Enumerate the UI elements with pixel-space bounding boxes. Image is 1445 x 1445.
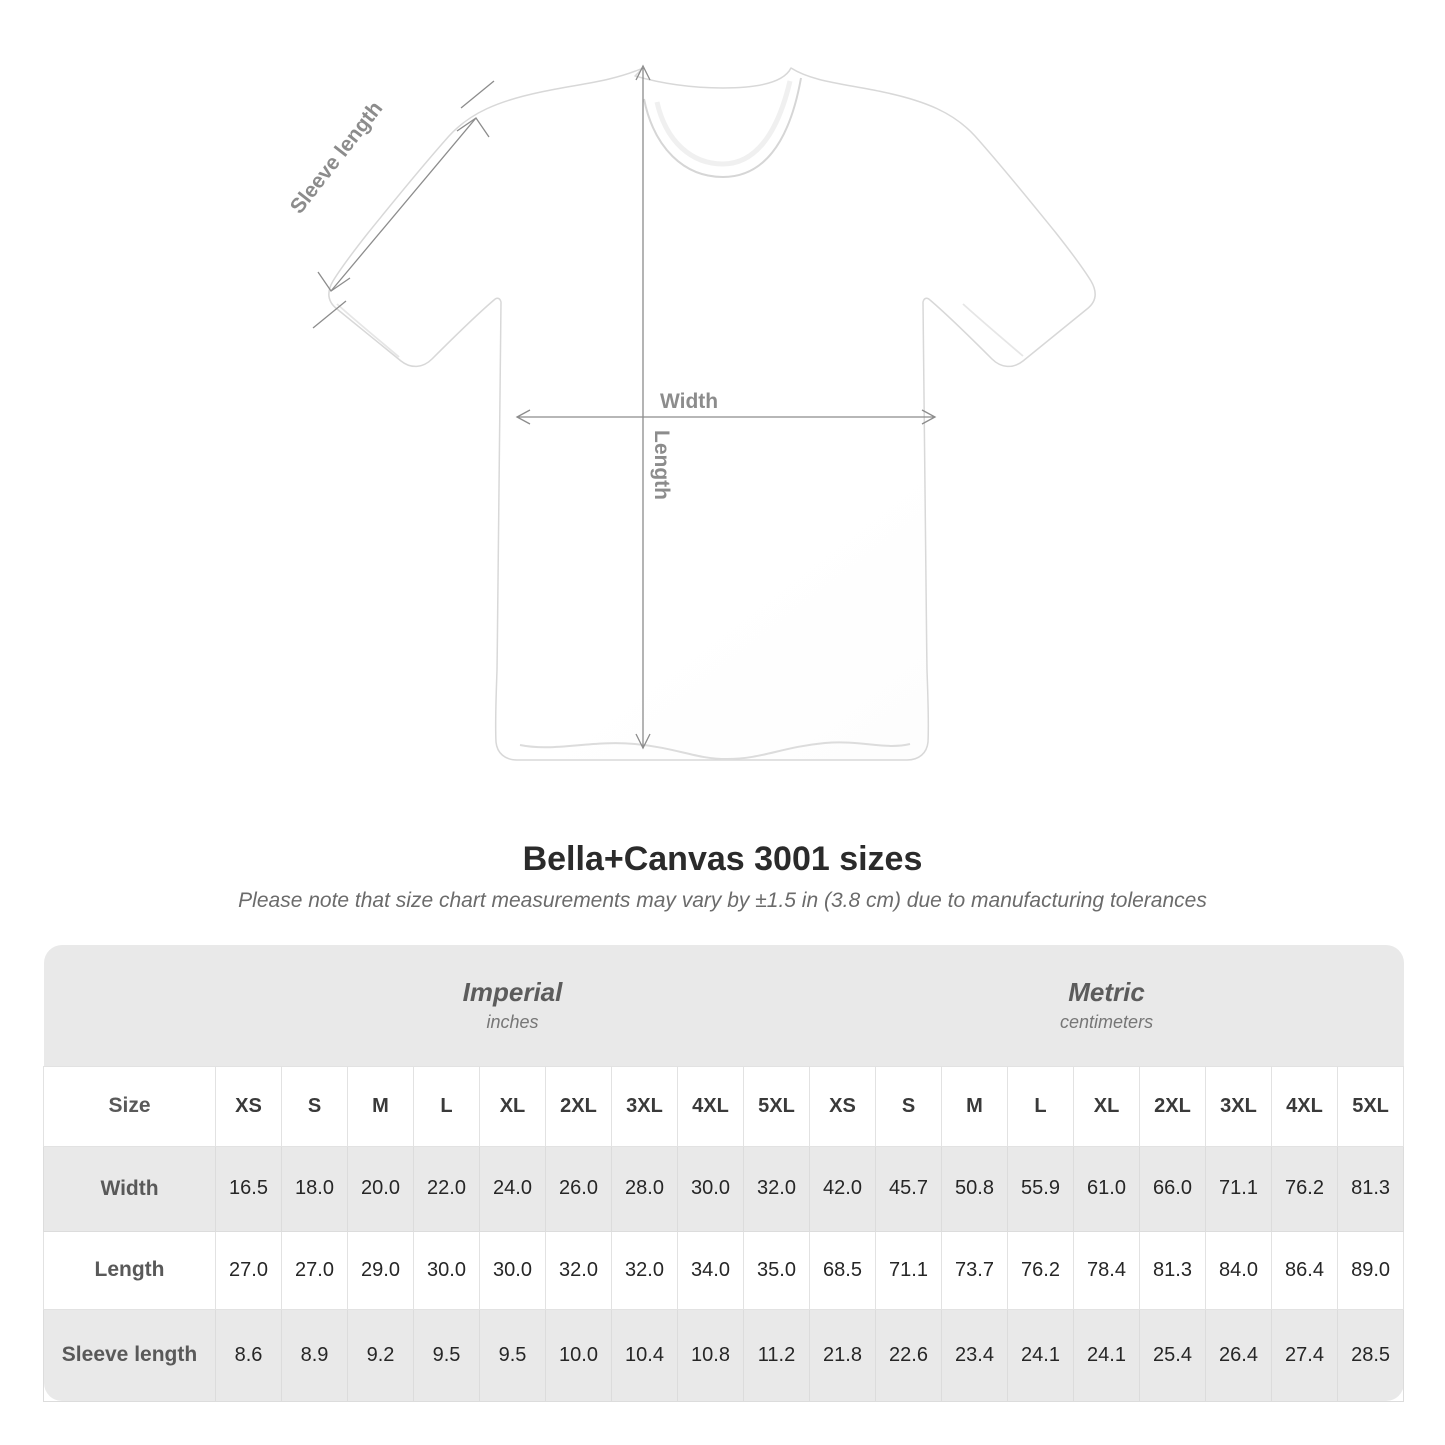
svg-text:Length: Length: [650, 430, 673, 500]
svg-text:Sleeve length: Sleeve length: [286, 97, 387, 218]
svg-text:Width: Width: [660, 390, 718, 413]
